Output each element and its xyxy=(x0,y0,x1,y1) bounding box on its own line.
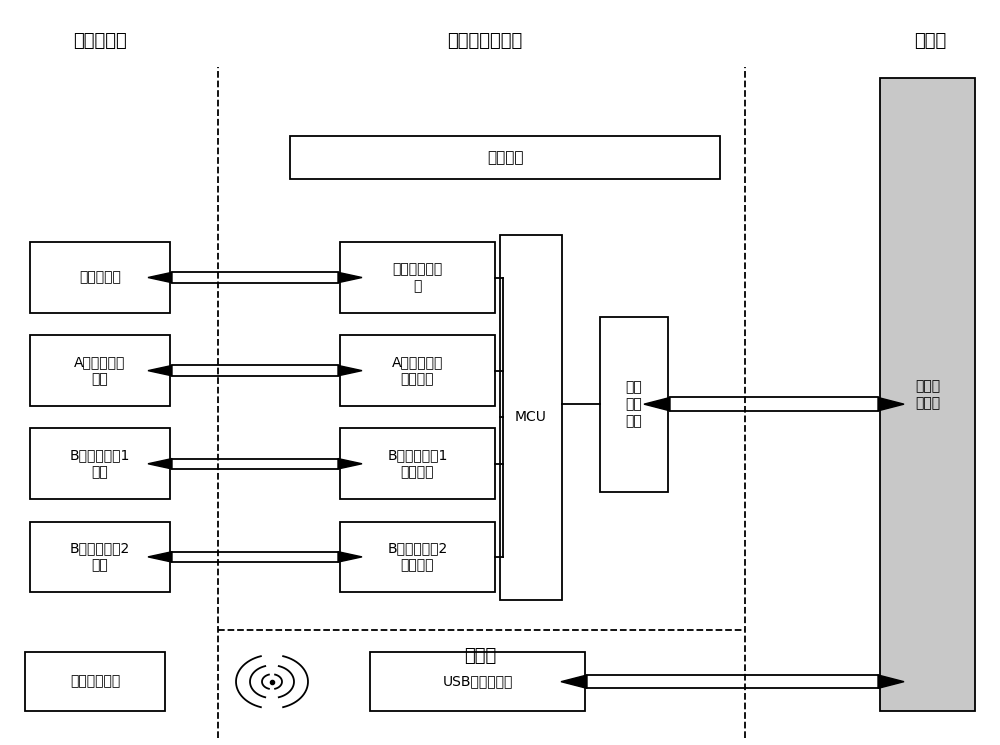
Text: 检测系
统软件: 检测系 统软件 xyxy=(915,379,940,410)
Text: 管理芯模组: 管理芯模组 xyxy=(73,32,127,50)
Text: 蓝牙通信单元: 蓝牙通信单元 xyxy=(70,675,120,688)
Bar xyxy=(880,78,975,711)
Bar xyxy=(340,522,495,592)
Bar xyxy=(25,652,165,711)
Bar xyxy=(600,317,668,492)
Bar xyxy=(30,522,170,592)
Polygon shape xyxy=(338,459,362,469)
Polygon shape xyxy=(148,459,172,469)
Text: 电源单元: 电源单元 xyxy=(487,150,523,165)
Text: 管理芯检测装置: 管理芯检测装置 xyxy=(447,32,523,50)
Polygon shape xyxy=(148,551,172,562)
Polygon shape xyxy=(644,398,670,411)
Text: 控制器: 控制器 xyxy=(914,32,946,50)
Bar xyxy=(500,235,562,600)
Bar xyxy=(340,428,495,499)
Text: A型扩展模组
接口单元: A型扩展模组 接口单元 xyxy=(392,355,443,387)
Text: B型扩展模组2
接口单元: B型扩展模组2 接口单元 xyxy=(387,541,448,573)
Polygon shape xyxy=(878,398,904,411)
Bar xyxy=(30,428,170,499)
Bar xyxy=(370,652,585,711)
Text: B型扩展模组1
接口单元: B型扩展模组1 接口单元 xyxy=(387,448,448,480)
Text: B型扩展模组1
接口: B型扩展模组1 接口 xyxy=(70,448,130,480)
Text: 计量芯接口: 计量芯接口 xyxy=(79,270,121,285)
Bar xyxy=(340,242,495,313)
Text: A型扩展模组
接口: A型扩展模组 接口 xyxy=(74,355,126,387)
Polygon shape xyxy=(878,675,904,688)
Bar xyxy=(30,242,170,313)
Polygon shape xyxy=(561,675,587,688)
Polygon shape xyxy=(148,366,172,376)
Text: 网络
通信
单元: 网络 通信 单元 xyxy=(626,380,642,428)
Polygon shape xyxy=(338,273,362,283)
Bar xyxy=(340,335,495,406)
Bar xyxy=(290,136,720,179)
Text: 抄控器: 抄控器 xyxy=(464,647,496,665)
Polygon shape xyxy=(338,366,362,376)
Text: 计量芯接口单
元: 计量芯接口单 元 xyxy=(392,261,443,294)
Text: B型扩展模组2
接口: B型扩展模组2 接口 xyxy=(70,541,130,573)
Bar xyxy=(30,335,170,406)
Polygon shape xyxy=(148,273,172,283)
Polygon shape xyxy=(338,551,362,562)
Text: MCU: MCU xyxy=(515,410,547,424)
Text: USB蓝牙抄控器: USB蓝牙抄控器 xyxy=(442,675,513,688)
